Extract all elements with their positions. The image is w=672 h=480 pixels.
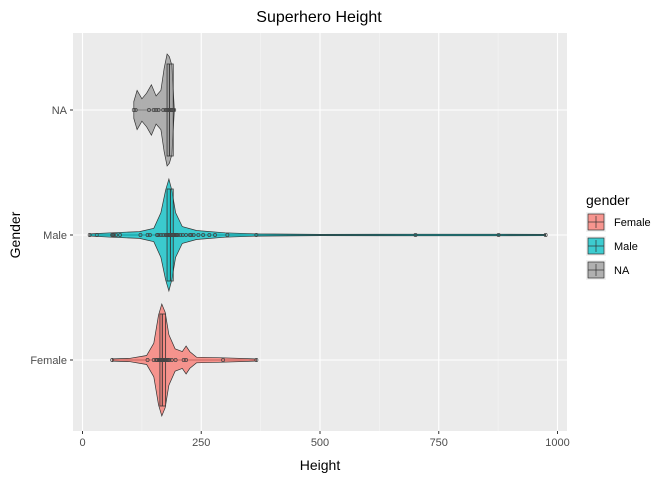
data-point — [225, 233, 230, 237]
data-point — [167, 358, 172, 362]
data-point — [151, 108, 156, 112]
data-point — [163, 108, 168, 112]
series-na — [131, 53, 177, 167]
series-female — [110, 302, 259, 418]
data-point — [191, 233, 196, 237]
data-point — [173, 358, 178, 362]
x-tick-label: 500 — [311, 437, 329, 449]
data-point — [161, 233, 166, 237]
data-point — [176, 233, 180, 237]
legend-title: gender — [586, 192, 630, 208]
data-point — [254, 358, 259, 362]
data-point — [166, 358, 170, 362]
data-point — [111, 233, 116, 237]
data-point — [145, 233, 150, 237]
data-point — [133, 108, 138, 112]
x-tick-label: 1000 — [545, 437, 569, 449]
data-point — [221, 358, 226, 362]
violin-shape — [133, 53, 175, 167]
data-point — [169, 108, 174, 112]
legend: gender Female Male NA — [586, 192, 651, 280]
data-point — [138, 233, 143, 237]
x-tick-label: 0 — [79, 437, 85, 449]
data-point — [166, 108, 170, 112]
data-point — [169, 233, 174, 237]
data-point — [181, 358, 186, 362]
data-point — [161, 358, 166, 362]
data-point — [207, 233, 212, 237]
data-point — [254, 233, 259, 237]
data-point — [174, 233, 179, 237]
legend-label: Female — [614, 217, 651, 229]
data-point — [178, 233, 183, 237]
x-tick-label: 750 — [430, 437, 448, 449]
data-point — [496, 233, 501, 237]
data-point — [156, 108, 161, 112]
data-point — [94, 233, 99, 237]
data-point — [131, 108, 136, 112]
data-point — [163, 233, 168, 237]
data-point — [184, 358, 188, 362]
legend-key-female — [586, 212, 606, 232]
data-point — [110, 358, 115, 362]
y-tick-label: NA — [52, 105, 68, 117]
data-point — [154, 108, 159, 112]
data-point — [213, 233, 217, 237]
data-point — [87, 233, 92, 237]
legend-key-male — [586, 236, 606, 256]
data-point — [169, 358, 174, 362]
legend-label: Male — [614, 241, 638, 253]
chart-title: Superhero Height — [256, 9, 382, 26]
data-point — [156, 358, 161, 362]
data-point — [147, 233, 152, 237]
data-point — [196, 233, 201, 237]
y-axis: NA Male Female — [30, 105, 73, 367]
data-point — [163, 358, 168, 362]
data-point — [189, 233, 194, 237]
data-point — [413, 233, 418, 237]
legend-label: NA — [614, 265, 630, 277]
data-point — [145, 358, 150, 362]
data-point — [166, 233, 170, 237]
data-point — [118, 233, 122, 237]
data-point — [156, 233, 161, 237]
y-tick-label: Female — [30, 355, 67, 367]
series-layer — [87, 53, 548, 418]
data-point — [172, 108, 177, 112]
x-axis-title: Height — [300, 457, 341, 473]
x-axis: 0 250 500 750 1000 — [79, 431, 570, 449]
data-point — [161, 108, 166, 112]
data-point — [155, 233, 160, 237]
data-point — [114, 233, 119, 237]
series-male — [87, 177, 548, 293]
data-point — [187, 233, 192, 237]
y-axis-title: Gender — [7, 211, 23, 258]
data-point — [158, 358, 163, 362]
y-tick-label: Male — [43, 230, 67, 242]
x-tick-label: 250 — [192, 437, 210, 449]
data-point — [543, 233, 548, 237]
legend-key-na — [586, 260, 606, 280]
data-point — [172, 233, 177, 237]
violin-shape — [89, 177, 546, 293]
data-point — [147, 108, 151, 112]
data-point — [158, 233, 163, 237]
data-point — [201, 233, 206, 237]
data-point — [184, 233, 188, 237]
